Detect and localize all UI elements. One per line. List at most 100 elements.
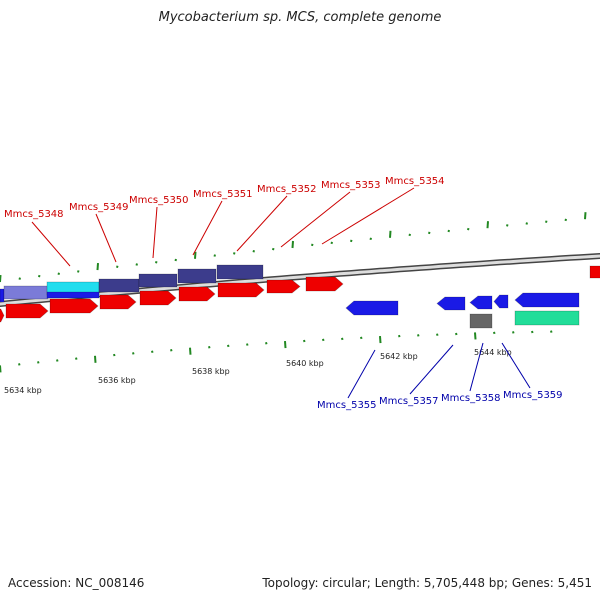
- map-title: Mycobacterium sp. MCS, complete genome: [158, 10, 442, 25]
- forward-gene-arrow: [178, 286, 216, 302]
- scale-tick: [37, 361, 40, 364]
- scale-tick: [408, 233, 411, 237]
- scale-tick: [350, 239, 353, 243]
- scale-tick: [545, 220, 548, 223]
- scale-tick: [531, 330, 534, 334]
- scale-tick: [174, 258, 177, 262]
- label-leader-line: [31, 221, 71, 267]
- scale-tick: [303, 339, 306, 343]
- scale-tick: [436, 333, 439, 336]
- scale-tick: [189, 347, 192, 355]
- scale-tick: [57, 272, 60, 276]
- scale-tick: [227, 344, 230, 348]
- reverse-gene-arrow: [514, 292, 580, 308]
- forward-gene-arrow: [139, 290, 177, 306]
- reverse-gene-arrow: [469, 295, 493, 310]
- gene-block: [177, 268, 217, 284]
- scale-tick: [0, 365, 2, 373]
- label-leader-line: [280, 191, 351, 248]
- gene-label: Mmcs_5359: [503, 390, 563, 401]
- gene-label: Mmcs_5355: [317, 400, 377, 411]
- reverse-gene-arrow: [493, 294, 509, 309]
- scale-tick: [512, 331, 515, 334]
- forward-gene-arrow: [217, 282, 265, 298]
- scale-tick: [56, 359, 59, 362]
- gene-block: [216, 264, 264, 280]
- scale-tick: [132, 352, 135, 355]
- scale-tick: [155, 260, 158, 264]
- scale-tick: [447, 229, 450, 233]
- scale-tick: [233, 252, 236, 255]
- gene-block: [589, 265, 600, 279]
- label-leader-line: [501, 342, 531, 389]
- scale-tick: [584, 212, 587, 220]
- gene-label: Mmcs_5352: [257, 184, 317, 195]
- scale-tick: [389, 230, 392, 238]
- label-leader-line: [409, 344, 454, 395]
- outer-scale-ring: [0, 212, 587, 283]
- scale-tick: [135, 263, 138, 266]
- scale-tick: [38, 274, 41, 278]
- gene-label: Mmcs_5350: [129, 195, 189, 206]
- gene-block: [138, 273, 178, 288]
- topology-label: Topology: circular; Length: 5,705,448 bp…: [262, 576, 592, 590]
- scale-tick: [455, 332, 458, 336]
- label-leader-line: [192, 200, 223, 256]
- scale-tick: [18, 277, 21, 280]
- forward-gene-arrow: [0, 308, 5, 323]
- gene-label: Mmcs_5351: [193, 189, 253, 200]
- scale-tick: [311, 243, 314, 247]
- gene-label: Mmcs_5358: [441, 393, 501, 404]
- gene-label: Mmcs_5349: [69, 202, 129, 213]
- scale-tick: [493, 331, 496, 335]
- scale-tick: [341, 337, 344, 341]
- scale-tick: [284, 341, 287, 349]
- scale-tick: [151, 350, 154, 353]
- scale-tick: [474, 332, 477, 340]
- label-leader-line: [321, 187, 415, 245]
- scale-tick: [467, 227, 470, 231]
- gene-block: [3, 285, 49, 300]
- scale-tick: [18, 363, 21, 366]
- gene-block: [0, 288, 5, 303]
- scale-tick: [96, 263, 99, 271]
- forward-gene-arrow: [5, 303, 49, 319]
- accession-label: Accession: NC_008146: [8, 576, 145, 590]
- scale-tick: [246, 343, 249, 346]
- label-leader-line: [95, 213, 117, 263]
- scale-label: 5638 kbp: [192, 367, 230, 376]
- scale-tick: [322, 338, 325, 342]
- forward-gene-arrow: [99, 294, 137, 310]
- reverse-gene-arrow: [345, 300, 399, 316]
- scale-tick: [330, 241, 333, 245]
- scale-tick: [272, 247, 275, 251]
- label-leader-line: [347, 349, 376, 399]
- scale-tick: [113, 353, 116, 357]
- reverse-gene-arrow: [436, 296, 466, 311]
- scale-tick: [360, 336, 363, 340]
- gene-label: Mmcs_5354: [385, 176, 445, 187]
- gene-label: Mmcs_5353: [321, 180, 381, 191]
- forward-gene-arrow: [266, 279, 301, 294]
- scale-tick: [564, 218, 567, 222]
- gene-block-green: [514, 310, 580, 326]
- scale-label: 5636 kbp: [98, 376, 136, 385]
- scale-tick: [417, 334, 420, 337]
- gene-block: [98, 278, 140, 293]
- scale-tick: [252, 249, 255, 253]
- scale-tick: [291, 240, 294, 249]
- scale-tick: [208, 346, 211, 349]
- scale-label: 5640 kbp: [286, 359, 324, 368]
- label-leader-line: [152, 206, 158, 259]
- label-leader-line: [469, 342, 484, 392]
- scale-tick: [369, 237, 372, 241]
- scale-tick: [94, 355, 97, 363]
- scale-tick: [550, 330, 553, 333]
- scale-label: 5642 kbp: [380, 352, 418, 361]
- scale-label: 5644 kbp: [474, 348, 512, 357]
- scale-tick: [213, 254, 216, 257]
- scale-tick: [525, 222, 528, 225]
- label-leader-line: [236, 195, 288, 252]
- forward-gene-arrow: [49, 298, 99, 314]
